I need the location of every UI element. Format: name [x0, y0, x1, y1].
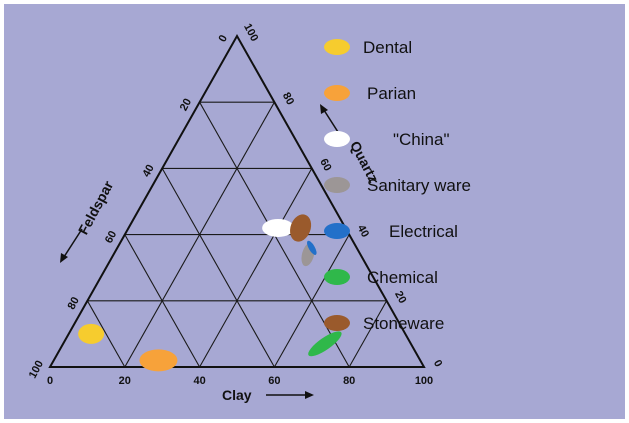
feldspar-arrow: [61, 228, 83, 261]
tick-clay-100: 100: [415, 375, 433, 387]
axis-label-feldspar: Feldspar: [75, 178, 117, 238]
tick-clay-80: 80: [343, 375, 355, 387]
clay-arrow-head: [305, 391, 314, 399]
grid-line-clay-40: [199, 168, 313, 368]
tick-feldspar-60: 60: [103, 229, 119, 245]
legend: Dental Parian "China" Sanitary ware Electric…: [324, 38, 471, 333]
frame-layer: [48, 33, 426, 368]
feldspar-arrow-head: [60, 253, 68, 263]
tick-feldspar-80: 80: [66, 295, 82, 311]
legend-swatch-stoneware: [324, 315, 350, 331]
legend-label-dental: Dental: [363, 38, 412, 57]
legend-swatch-dental: [324, 39, 350, 55]
tick-feldspar-20: 20: [178, 97, 194, 113]
grid-line-feldspar-40: [161, 168, 275, 368]
grid-line-clay-80: [348, 300, 388, 368]
legend-label-china: "China": [393, 130, 450, 149]
tick-quartz-20: 20: [392, 289, 408, 305]
region-electrical: [307, 240, 317, 255]
region-china: [262, 218, 295, 237]
grid-line-feldspar-60: [124, 234, 201, 368]
quartz-arrow-head: [320, 104, 328, 114]
tick-quartz-100: 100: [241, 22, 260, 44]
grid-line-clay-60: [273, 234, 350, 368]
tick-clay-60: 60: [268, 375, 280, 387]
region-dental: [78, 323, 105, 344]
legend-label-electrical: Electrical: [389, 222, 458, 241]
tick-quartz-60: 60: [317, 157, 333, 173]
tick-clay-0: 0: [47, 375, 53, 387]
triangle-frame: [48, 33, 426, 368]
tick-feldspar-0: 0: [217, 33, 230, 44]
tick-feldspar-100: 100: [27, 359, 46, 381]
tick-clay-20: 20: [119, 375, 131, 387]
region-stoneware: [290, 214, 312, 242]
legend-swatch-sanitary-ware: [324, 177, 350, 193]
region-chemical: [308, 331, 342, 357]
tick-quartz-0: 0: [431, 358, 444, 369]
legend-label-parian: Parian: [367, 84, 416, 103]
tick-feldspar-40: 40: [140, 163, 156, 179]
legend-swatch-chemical: [324, 269, 350, 285]
tick-quartz-40: 40: [355, 223, 371, 239]
legend-swatch-china: [324, 131, 350, 147]
tick-quartz-80: 80: [280, 91, 296, 107]
chart-panel: 0 20 40 60 80 100 0 20 40 60 80 100 0 20 40 60 80 100 Cla…: [4, 4, 625, 419]
legend-label-stoneware: Stoneware: [363, 314, 444, 333]
grid-line-feldspar-80: [86, 300, 126, 368]
tick-clay-40: 40: [193, 375, 205, 387]
legend-swatch-electrical: [324, 223, 350, 239]
legend-swatch-parian: [324, 85, 350, 101]
legend-label-chemical: Chemical: [367, 268, 438, 287]
axis-label-clay: Clay: [222, 387, 252, 403]
regions-layer: [78, 214, 342, 372]
legend-label-sanitary-ware: Sanitary ware: [367, 176, 471, 195]
region-parian: [139, 349, 178, 372]
